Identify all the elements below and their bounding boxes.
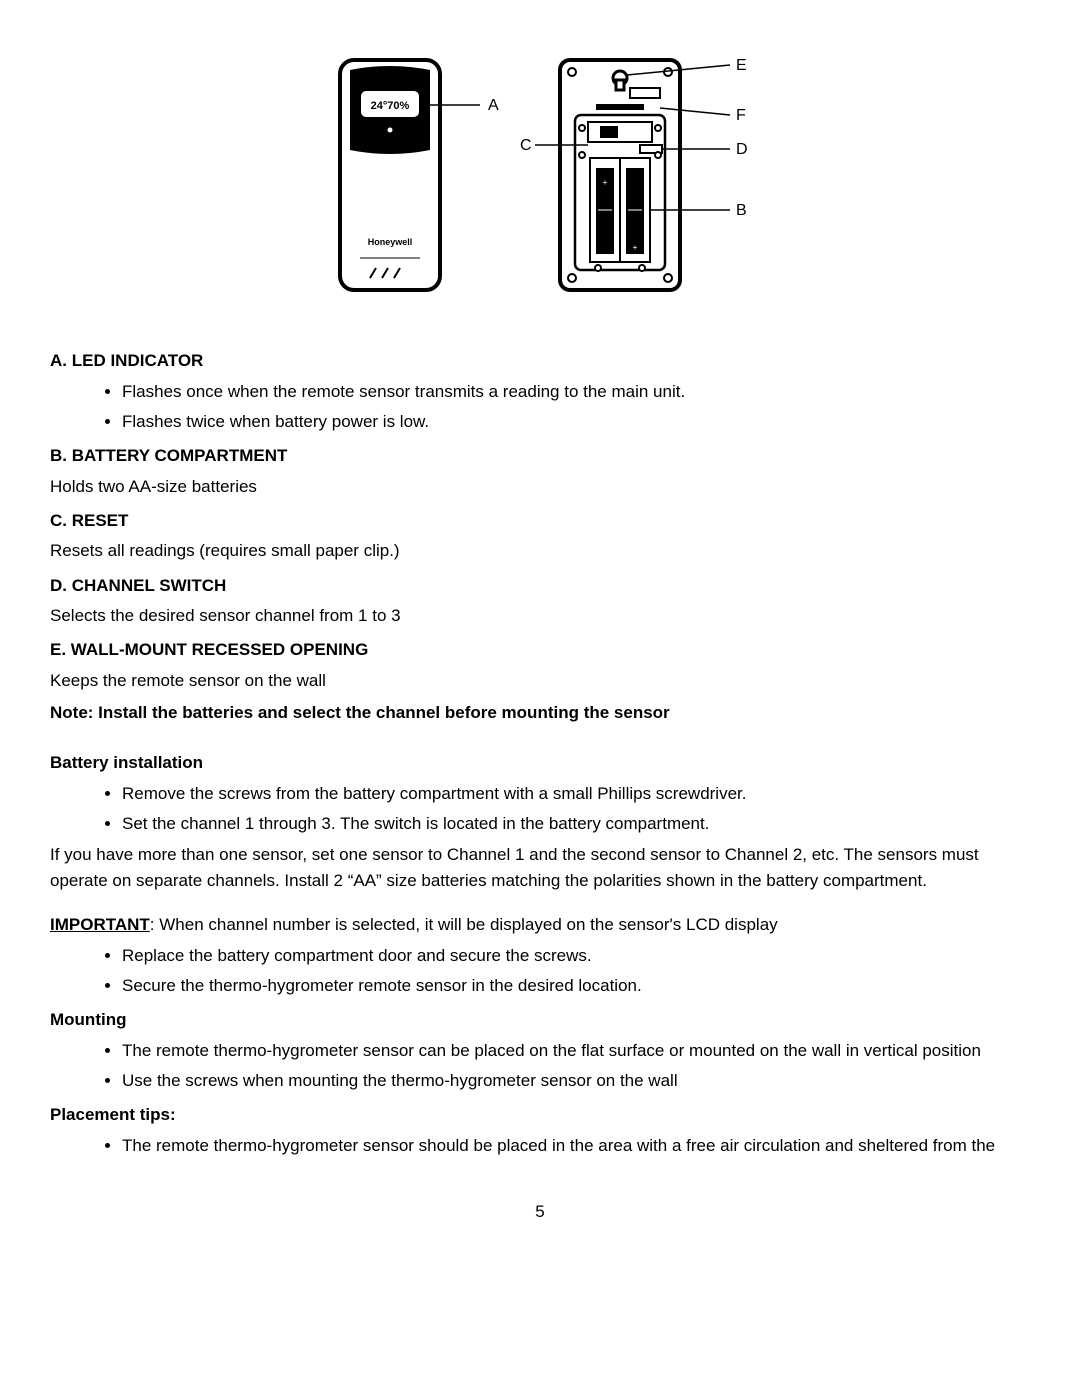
label-C: C (520, 137, 532, 154)
heading-placement: Placement tips: (50, 1102, 1030, 1128)
text-e: Keeps the remote sensor on the wall (50, 668, 1030, 694)
list-item: Flashes once when the remote sensor tran… (122, 379, 1030, 405)
heading-mounting: Mounting (50, 1007, 1030, 1033)
heading-b: B. BATTERY COMPARTMENT (50, 443, 1030, 469)
list-item: Flashes twice when battery power is low. (122, 409, 1030, 435)
device-diagram: 24°70% Honeywell (50, 50, 1030, 308)
label-F: F (736, 107, 746, 124)
list-item: The remote thermo-hygrometer sensor can … (122, 1038, 1030, 1064)
label-B: B (736, 202, 747, 219)
list-item: Replace the battery compartment door and… (122, 943, 1030, 969)
important-text: : When channel number is selected, it wi… (150, 915, 778, 934)
list-a: Flashes once when the remote sensor tran… (50, 379, 1030, 436)
label-A: A (488, 97, 499, 114)
text-c: Resets all readings (requires small pape… (50, 538, 1030, 564)
list-item: Use the screws when mounting the thermo-… (122, 1068, 1030, 1094)
list-item: Secure the thermo-hygrometer remote sens… (122, 973, 1030, 999)
lcd-text: 24°70% (371, 100, 410, 112)
important-lead: IMPORTANT (50, 915, 150, 934)
label-D: D (736, 141, 748, 158)
list-battery-install: Remove the screws from the battery compa… (50, 781, 1030, 838)
text-d: Selects the desired sensor channel from … (50, 603, 1030, 629)
page-number: 5 (50, 1199, 1030, 1225)
list-item: Set the channel 1 through 3. The switch … (122, 811, 1030, 837)
battery-install-after: If you have more than one sensor, set on… (50, 842, 1030, 895)
list-placement: The remote thermo-hygrometer sensor shou… (50, 1133, 1030, 1159)
heading-e: E. WALL-MOUNT RECESSED OPENING (50, 637, 1030, 663)
list-important: Replace the battery compartment door and… (50, 943, 1030, 1000)
list-item: Remove the screws from the battery compa… (122, 781, 1030, 807)
device-front: 24°70% Honeywell (340, 60, 440, 290)
svg-text:+: + (633, 243, 638, 252)
text-b: Holds two AA-size batteries (50, 474, 1030, 500)
list-mounting: The remote thermo-hygrometer sensor can … (50, 1038, 1030, 1095)
svg-text:+: + (603, 178, 608, 187)
install-note: Note: Install the batteries and select t… (50, 700, 1030, 726)
important-line: IMPORTANT: When channel number is select… (50, 912, 1030, 938)
heading-battery-install: Battery installation (50, 750, 1030, 776)
device-diagram-svg: 24°70% Honeywell (320, 50, 760, 300)
list-item: The remote thermo-hygrometer sensor shou… (122, 1133, 1030, 1159)
label-E: E (736, 57, 747, 74)
brand-text: Honeywell (368, 237, 413, 247)
heading-a: A. LED INDICATOR (50, 348, 1030, 374)
device-back: + + (560, 60, 680, 290)
heading-c: C. RESET (50, 508, 1030, 534)
heading-d: D. CHANNEL SWITCH (50, 573, 1030, 599)
